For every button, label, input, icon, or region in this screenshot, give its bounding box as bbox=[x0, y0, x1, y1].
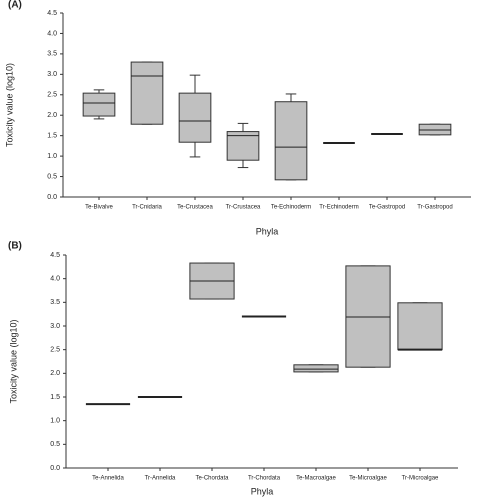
box bbox=[397, 302, 443, 351]
y-tick-label: 1.5 bbox=[47, 133, 57, 140]
y-tick-label: 2.0 bbox=[50, 370, 60, 377]
y-axis-label: Toxicity value (log10) bbox=[4, 63, 14, 147]
x-tick-label: Tr-Crustacea bbox=[226, 205, 261, 211]
box bbox=[82, 92, 116, 117]
y-tick-label: 3.5 bbox=[47, 51, 57, 58]
x-tick-label: Tr-Gastropod bbox=[417, 205, 452, 211]
y-tick-label: 0.0 bbox=[47, 194, 57, 201]
x-tick-label: Te-Microalgae bbox=[349, 476, 387, 482]
y-tick-label: 0.5 bbox=[47, 173, 57, 180]
x-axis-label: Phyla bbox=[256, 226, 279, 236]
y-tick-label: 0.5 bbox=[50, 441, 60, 448]
x-tick-label: Tr-Microalgae bbox=[402, 476, 439, 482]
x-tick-label: Tr-Echinoderm bbox=[319, 205, 358, 211]
box bbox=[130, 61, 164, 125]
x-tick-label: Tr-Cnidaria bbox=[132, 205, 162, 211]
x-axis-label: Phyla bbox=[251, 486, 274, 496]
x-tick-label: Te-Chordata bbox=[195, 476, 229, 482]
box bbox=[293, 364, 339, 373]
y-tick-label: 4.5 bbox=[50, 252, 60, 259]
x-tick-label: Te-Gastropod bbox=[369, 205, 405, 211]
x-tick-label: Te-Annelida bbox=[92, 476, 124, 482]
y-tick-label: 4.5 bbox=[47, 10, 57, 17]
y-axis-label: Toxicity value (log10) bbox=[8, 319, 18, 403]
y-tick-label: 3.5 bbox=[50, 299, 60, 306]
y-tick-label: 2.0 bbox=[47, 112, 57, 119]
y-tick-label: 3.0 bbox=[47, 71, 57, 78]
y-tick-label: 3.0 bbox=[50, 323, 60, 330]
x-tick-label: Te-Macroalgae bbox=[296, 476, 336, 482]
y-tick-label: 1.0 bbox=[47, 153, 57, 160]
box bbox=[274, 101, 308, 181]
panel-label: (B) bbox=[8, 241, 22, 252]
y-tick-label: 0.0 bbox=[50, 465, 60, 472]
y-tick-label: 2.5 bbox=[47, 92, 57, 99]
x-tick-label: Te-Crustacea bbox=[177, 205, 213, 211]
x-tick-label: Te-Echinoderm bbox=[271, 205, 311, 211]
box bbox=[178, 92, 212, 143]
y-tick-label: 1.0 bbox=[50, 418, 60, 425]
box bbox=[226, 131, 260, 161]
y-tick-label: 4.0 bbox=[47, 30, 57, 37]
y-tick-label: 4.0 bbox=[50, 276, 60, 283]
x-tick-label: Tr-Chordata bbox=[248, 476, 281, 482]
x-tick-label: Te-Bivalve bbox=[85, 205, 113, 211]
y-tick-label: 1.5 bbox=[50, 394, 60, 401]
x-tick-label: Tr-Annelida bbox=[145, 476, 176, 482]
y-tick-label: 2.5 bbox=[50, 347, 60, 354]
panel-label: (A) bbox=[8, 0, 22, 11]
